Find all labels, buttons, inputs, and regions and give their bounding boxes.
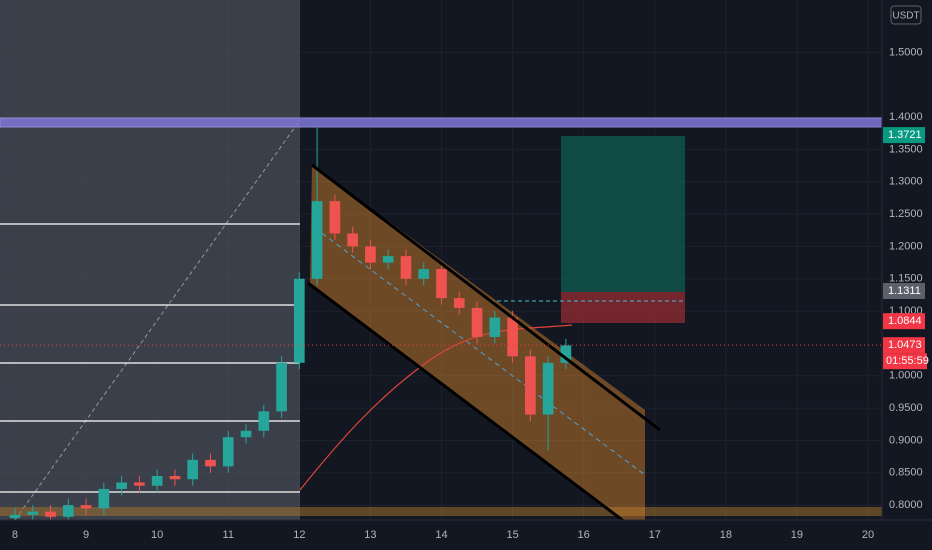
candle-body bbox=[400, 256, 412, 279]
price-tag bbox=[883, 313, 925, 330]
y-tick-label: 1.3500 bbox=[889, 143, 923, 155]
x-tick-label: 8 bbox=[12, 529, 18, 541]
x-tick-label: 12 bbox=[293, 529, 305, 541]
x-tick-label: 14 bbox=[435, 529, 447, 541]
x-tick-label: 20 bbox=[862, 529, 874, 541]
candle-body bbox=[222, 437, 234, 467]
y-tick-label: 0.8500 bbox=[889, 467, 923, 479]
candle-body bbox=[45, 511, 56, 517]
currency: USDT bbox=[892, 11, 919, 22]
candle-body bbox=[134, 482, 145, 486]
countdown: 01:55:59 bbox=[886, 355, 929, 367]
candle-body bbox=[294, 278, 305, 363]
x-tick-label: 17 bbox=[649, 529, 661, 541]
price-tag bbox=[883, 282, 925, 299]
candle-body bbox=[418, 269, 430, 279]
price-tag-label: 1.0844 bbox=[888, 315, 922, 327]
selection-range bbox=[0, 0, 300, 520]
y-tick-label: 1.2500 bbox=[889, 208, 923, 220]
candle-body bbox=[205, 459, 216, 467]
price-tag-label: 1.3721 bbox=[888, 129, 922, 141]
candle-body bbox=[471, 307, 483, 337]
price-tag bbox=[883, 127, 925, 144]
x-tick-label: 10 bbox=[151, 529, 163, 541]
candle-body bbox=[187, 459, 199, 480]
x-tick-label: 19 bbox=[791, 529, 803, 541]
candle-body bbox=[436, 269, 447, 299]
levels bbox=[0, 223, 300, 493]
candle-body bbox=[329, 201, 341, 234]
candle-body bbox=[453, 298, 465, 308]
candle-body bbox=[9, 514, 21, 519]
support-zone bbox=[0, 507, 882, 516]
candle-body bbox=[507, 317, 518, 357]
y-tick-label: 0.9000 bbox=[889, 434, 923, 446]
y-tick-label: 1.3000 bbox=[889, 176, 923, 188]
x-tick-label: 13 bbox=[364, 529, 376, 541]
y-tick-label: 1.5000 bbox=[889, 46, 923, 58]
resistance-zone bbox=[0, 117, 882, 128]
candle-body bbox=[489, 317, 501, 337]
candle-body bbox=[27, 511, 39, 515]
trend-line bbox=[14, 119, 301, 520]
y-tick-label: 1.0000 bbox=[889, 370, 923, 382]
candle-body bbox=[116, 482, 127, 489]
y-tick-label: 1.4000 bbox=[889, 111, 923, 123]
x-tick-label: 11 bbox=[223, 529, 234, 541]
channel-mid bbox=[314, 227, 646, 476]
candle-body bbox=[382, 256, 394, 263]
y-tick-label: 1.2000 bbox=[889, 240, 923, 252]
candle-body bbox=[169, 476, 181, 480]
candle-body bbox=[276, 362, 287, 412]
x-tick-label: 9 bbox=[83, 529, 89, 541]
candle-body bbox=[347, 233, 358, 247]
candle-body bbox=[80, 505, 92, 509]
price-axis bbox=[882, 0, 932, 550]
candle-body bbox=[542, 362, 554, 415]
currency-box bbox=[890, 5, 922, 25]
target-zone bbox=[561, 136, 685, 292]
price-tag-label: 1.0473 bbox=[888, 339, 922, 351]
price-tag bbox=[883, 337, 925, 354]
candle-body bbox=[560, 345, 572, 363]
candle-body bbox=[240, 430, 252, 438]
x-tick-label: 18 bbox=[720, 529, 732, 541]
candle-body bbox=[525, 356, 536, 415]
candle-body bbox=[98, 488, 110, 509]
x-tick-label: 15 bbox=[506, 529, 518, 541]
candle-body bbox=[311, 201, 323, 279]
candle-body bbox=[258, 411, 270, 431]
stop-zone bbox=[561, 292, 685, 323]
countdown-tag bbox=[883, 353, 927, 370]
x-tick-label: 16 bbox=[578, 529, 590, 541]
candle-body bbox=[151, 476, 163, 486]
axes: 0.80000.85000.90000.95001.00001.10001.15… bbox=[12, 46, 923, 541]
y-tick-label: 0.8000 bbox=[889, 499, 923, 511]
candles bbox=[9, 126, 572, 520]
candle-body bbox=[62, 505, 74, 517]
y-tick-label: 1.1500 bbox=[889, 273, 923, 285]
y-tick-label: 0.9500 bbox=[889, 402, 923, 414]
price-tag-label: 1.1311 bbox=[888, 285, 921, 297]
candle-body bbox=[365, 246, 376, 263]
channel-lines bbox=[307, 163, 661, 520]
